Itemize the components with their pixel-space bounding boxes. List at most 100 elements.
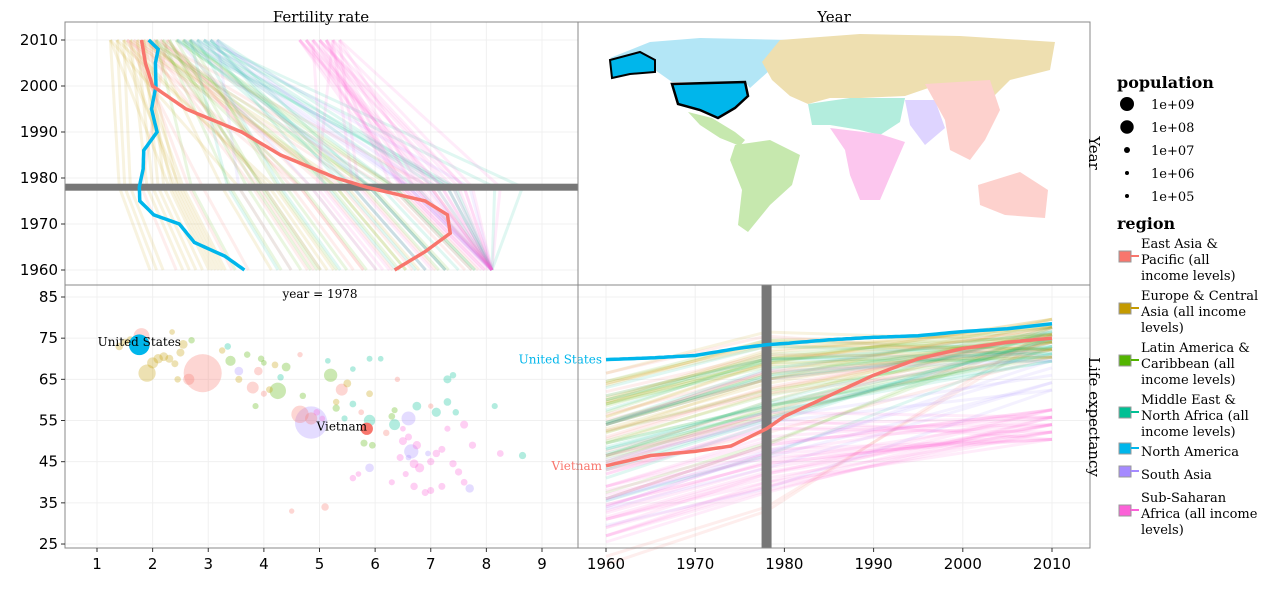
scatter-point xyxy=(291,405,309,424)
background-life-line xyxy=(605,344,1053,503)
scatter-point xyxy=(225,355,236,366)
background-life-line xyxy=(605,326,1053,501)
background-fertility-line xyxy=(126,38,414,271)
scatter-point xyxy=(400,425,406,432)
background-life-line xyxy=(605,423,1053,515)
x-tick-label-year: 1990 xyxy=(855,555,893,573)
background-fertility-line xyxy=(324,39,473,272)
scatter-point xyxy=(305,412,318,425)
background-fertility-line xyxy=(298,39,486,272)
background-life-line xyxy=(605,340,1053,466)
background-fertility-line xyxy=(318,39,494,271)
scatter-point xyxy=(218,347,226,354)
legend-region-swatch xyxy=(1118,465,1132,478)
scatter-point xyxy=(404,433,413,441)
year-annotation: year = 1978 xyxy=(282,287,358,301)
map-sub-saharan-africa xyxy=(830,128,905,200)
background-fertility-line xyxy=(209,38,427,271)
scatter-point xyxy=(443,375,452,384)
background-fertility-line xyxy=(175,38,473,272)
background-life-line xyxy=(605,340,1052,385)
legend-region-label: South Asia xyxy=(1141,468,1212,483)
background-life-line xyxy=(605,333,1053,441)
background-fertility-line xyxy=(115,39,158,271)
map-south-america xyxy=(730,140,800,232)
life-line-united-states xyxy=(605,322,1053,362)
background-life-line xyxy=(605,344,1053,427)
background-fertility-line xyxy=(126,38,365,271)
background-life-line xyxy=(605,317,1053,457)
background-fertility-line xyxy=(125,39,250,271)
background-life-line xyxy=(605,337,1053,427)
scatter-point xyxy=(343,379,352,388)
scatter-point xyxy=(349,400,357,408)
background-fertility-line xyxy=(142,39,221,271)
background-fertility-line xyxy=(209,38,417,271)
background-life-line xyxy=(605,366,1053,503)
background-life-line xyxy=(605,408,1053,509)
background-fertility-line xyxy=(139,39,178,271)
background-life-line xyxy=(605,330,1053,457)
background-life-line xyxy=(605,325,1053,425)
point-label: United States xyxy=(98,335,181,349)
map-south-asia xyxy=(905,100,945,145)
scatter-point xyxy=(388,479,395,486)
background-life-line xyxy=(605,337,1053,470)
y-tick-label-year: 2010 xyxy=(20,31,58,49)
scatter-point xyxy=(368,441,376,449)
background-life-line xyxy=(605,430,1053,521)
background-fertility-line xyxy=(315,39,385,271)
background-life-line xyxy=(605,437,1053,492)
scatter-point xyxy=(183,354,222,393)
background-fertility-line xyxy=(202,38,494,271)
background-fertility-line xyxy=(202,39,398,271)
scatter-point xyxy=(252,403,259,410)
background-fertility-line xyxy=(304,39,494,271)
scatter-point xyxy=(269,382,286,400)
background-fertility-line xyxy=(311,39,494,272)
y-tick-label-year: 1990 xyxy=(20,123,58,141)
legend-region-title: region xyxy=(1117,214,1176,233)
x-tick-label-year: 2000 xyxy=(944,555,982,573)
background-fertility-line xyxy=(325,38,494,271)
line-label: Vietnam xyxy=(551,459,603,473)
y-tick-label-life: 65 xyxy=(39,370,58,388)
x-tick-label-fertility: 5 xyxy=(315,555,325,573)
background-fertility-line xyxy=(181,39,349,271)
background-life-line xyxy=(605,333,1053,439)
legend-region-label: Pacific (all xyxy=(1141,253,1210,268)
y-tick-label-year: 1970 xyxy=(20,215,58,233)
background-fertility-line xyxy=(216,38,494,271)
background-fertility-line xyxy=(174,39,319,271)
scatter-point xyxy=(299,392,307,400)
scatter-point xyxy=(468,441,477,449)
map-alaska xyxy=(608,50,656,80)
background-fertility-line xyxy=(338,39,494,271)
y-tick-label-life: 45 xyxy=(39,453,58,471)
scatter-point xyxy=(332,404,340,412)
background-fertility-line xyxy=(189,38,494,271)
legend: population region 1e+09 1e+08 1e+07 1e+06 1e… xyxy=(1117,73,1258,538)
scatter-point xyxy=(297,351,303,358)
background-life-line xyxy=(605,344,1053,390)
background-life-line xyxy=(605,344,1053,425)
map-australia xyxy=(978,172,1048,218)
scatter-point xyxy=(401,411,416,426)
background-fertility-line xyxy=(154,39,237,271)
scatter-point xyxy=(428,403,434,409)
y-tick-label-life: 35 xyxy=(39,494,58,512)
background-fertility-line xyxy=(152,39,322,271)
background-fertility-line xyxy=(109,39,293,271)
background-life-line xyxy=(605,388,1053,462)
background-fertility-line xyxy=(304,39,493,272)
background-fertility-line xyxy=(122,39,165,271)
scatter-point xyxy=(402,470,409,478)
background-life-line xyxy=(605,347,1053,404)
legend-population-key xyxy=(1125,194,1129,198)
background-fertility-line xyxy=(209,38,494,271)
scatter-point xyxy=(496,450,504,457)
scatter-point xyxy=(360,439,368,447)
background-life-line xyxy=(605,408,1053,530)
x-tick-label-year: 1980 xyxy=(765,555,803,573)
y-tick-label-life: 75 xyxy=(39,329,58,347)
